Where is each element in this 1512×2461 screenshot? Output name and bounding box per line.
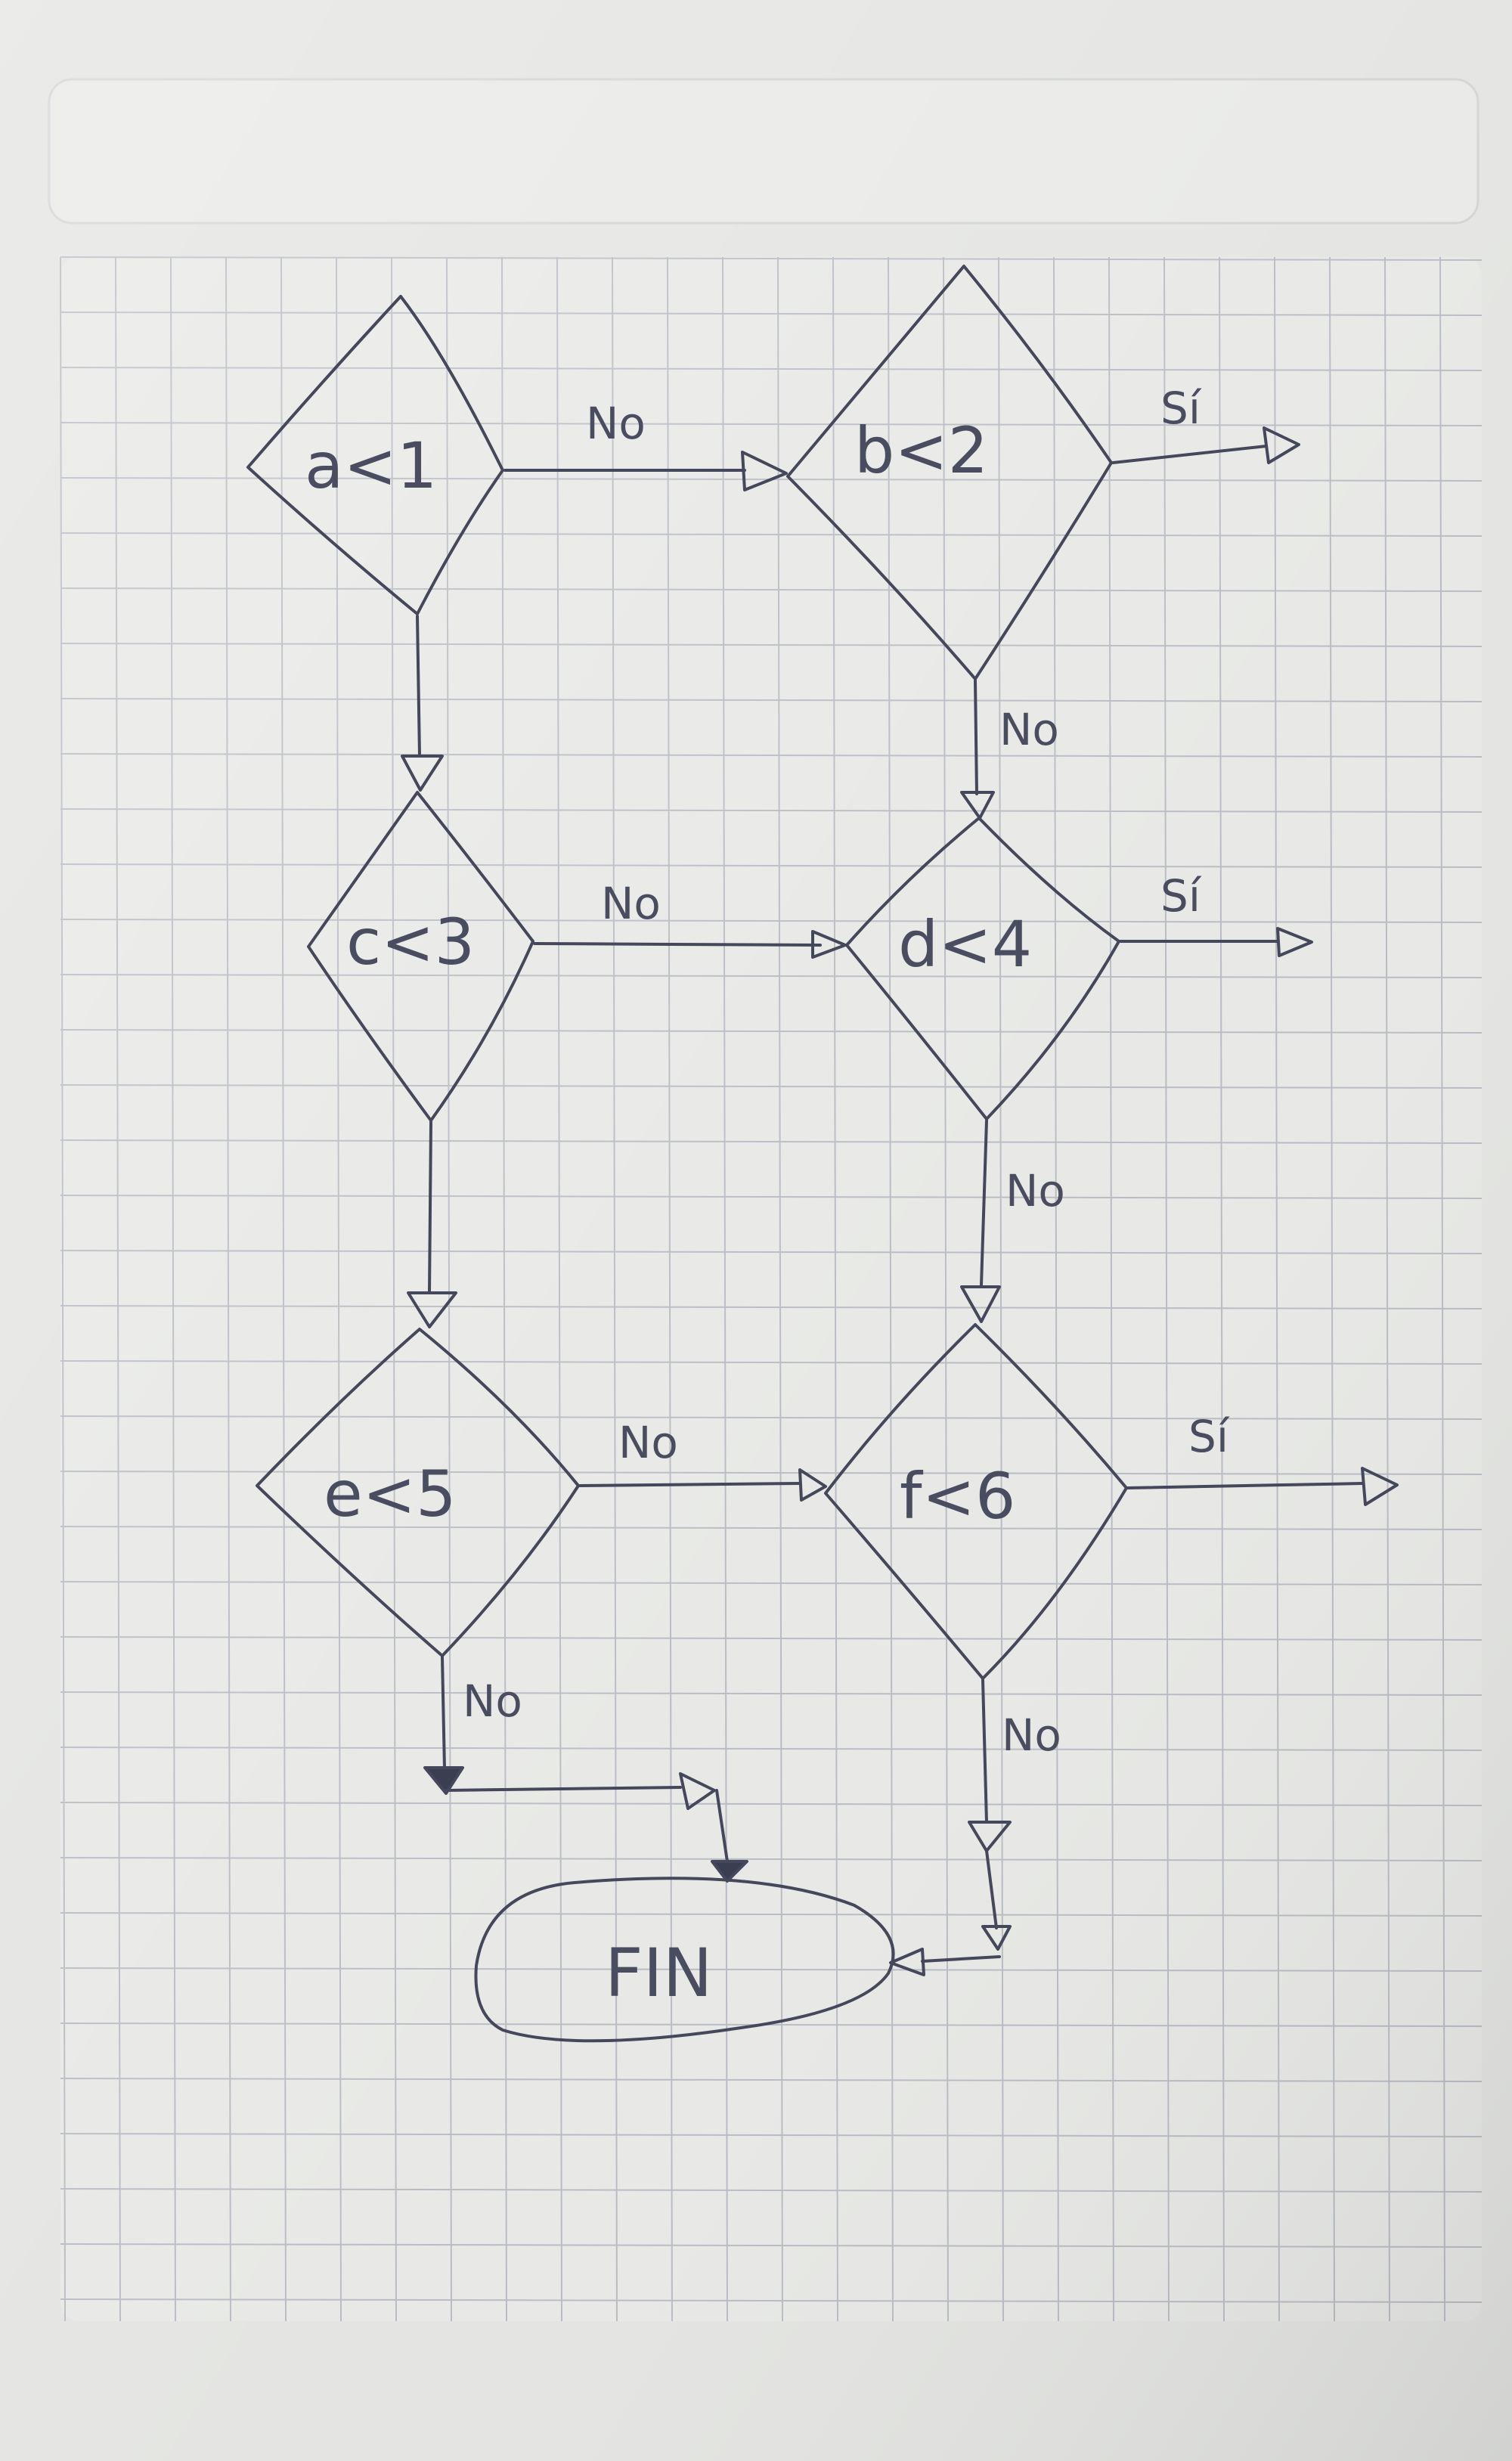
- arrowhead-c-to-e: [407, 1291, 457, 1328]
- arrowhead-f-out: [1361, 1467, 1399, 1506]
- edge-label-d-f: No: [1005, 1165, 1065, 1217]
- edge-f-down-2: [985, 1849, 998, 1929]
- decision-e-diamond: [256, 1328, 580, 1657]
- edge-label-f-fin: No: [1002, 1709, 1061, 1761]
- edge-f-to-fin-horizontal: [921, 1955, 1001, 1963]
- arrowhead-b-to-d: [960, 791, 995, 820]
- arrowhead-f-down-small: [981, 1925, 1012, 1951]
- arrowhead-e-to-fin-open: [679, 1772, 716, 1810]
- edge-a-to-c: [416, 615, 421, 758]
- decision-a-diamond: [246, 295, 504, 615]
- edge-f-down: [981, 1678, 988, 1824]
- edge-label-e-f: No: [618, 1417, 678, 1468]
- edge-e-to-fin-horizontal: [445, 1786, 682, 1792]
- arrowhead-e-down-solid: [423, 1766, 464, 1795]
- decision-d-label: d<4: [898, 907, 1032, 981]
- edge-c-to-e: [428, 1120, 432, 1294]
- edge-d-to-f: [980, 1119, 988, 1287]
- edge-label-a-b: No: [586, 398, 646, 449]
- edge-e-to-f: [578, 1482, 801, 1487]
- edge-label-b-d: No: [999, 704, 1059, 755]
- decision-b-label: b<2: [854, 414, 988, 488]
- arrowhead-f-down-open: [968, 1821, 1012, 1852]
- edge-b-out: [1111, 445, 1268, 464]
- decision-f-label: f<6: [900, 1459, 1015, 1533]
- arrowhead-d-to-f: [960, 1285, 1001, 1323]
- edge-label-b-out: Sí: [1160, 383, 1202, 434]
- edge-f-out: [1126, 1482, 1364, 1489]
- edge-c-to-d: [533, 942, 822, 947]
- arrowhead-e-to-f: [798, 1468, 827, 1502]
- edge-e-down: [441, 1656, 446, 1771]
- terminal-fin-label: FIN: [605, 1934, 712, 2012]
- edge-b-to-d: [974, 679, 978, 795]
- edge-label-d-out: Sí: [1160, 870, 1202, 922]
- edge-label-f-out: Sí: [1188, 1411, 1230, 1462]
- arrowhead-a-to-c: [401, 755, 444, 792]
- edge-label-c-d: No: [601, 878, 661, 929]
- arrowhead-d-out: [1276, 927, 1313, 957]
- arrowhead-e-to-fin-solid: [711, 1860, 748, 1883]
- decision-a-label: a<1: [305, 429, 437, 503]
- arrowhead-b-out: [1263, 426, 1300, 464]
- decision-e-label: e<5: [324, 1457, 457, 1531]
- decision-c-label: c<3: [346, 905, 475, 979]
- terminal-fin-oval: [474, 1877, 895, 2043]
- arrowhead-a-to-b: [741, 451, 788, 491]
- decision-b-diamond: [786, 265, 1113, 680]
- edge-e-to-fin-down: [715, 1789, 729, 1863]
- arrowhead-f-to-fin: [889, 1948, 925, 1976]
- edge-label-e-fin: No: [463, 1675, 522, 1727]
- arrowhead-c-to-d: [811, 930, 847, 959]
